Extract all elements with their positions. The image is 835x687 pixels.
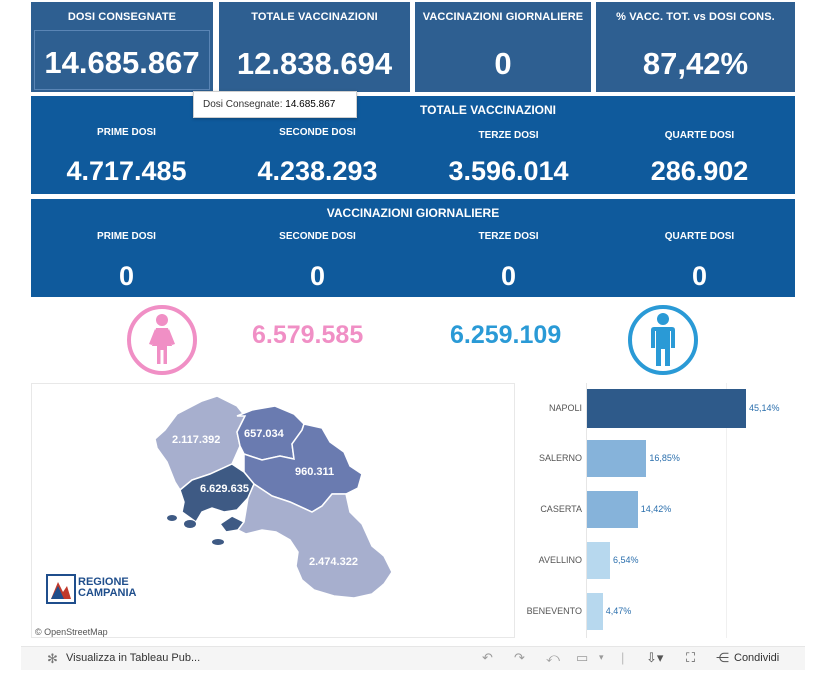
map-value-caserta: 2.117.392 [172, 434, 221, 446]
download-icon[interactable]: ⇩▾ [646, 650, 664, 665]
bar-category-label: AVELLINO [538, 554, 582, 565]
col-value: 0 [118, 261, 135, 291]
map-attribution[interactable]: © OpenStreetMap [35, 627, 108, 637]
col-prime-dosi-value: 0 [31, 261, 222, 292]
chevron-down-icon[interactable]: ▾ [599, 652, 604, 662]
bar-napoli[interactable] [587, 389, 746, 428]
kpi-vaccinazioni-giornaliere[interactable]: VACCINAZIONI GIORNALIERE 0 [415, 2, 591, 92]
bar-category-label: BENEVENTO [526, 605, 582, 616]
province-salerno[interactable] [236, 482, 393, 599]
tooltip-value: 14.685.867 [285, 99, 336, 110]
tooltip-label: Dosi Consegnate: [203, 99, 283, 110]
col-label: QUARTE DOSI [664, 130, 735, 141]
bar-value-label: 14,42% [640, 503, 672, 514]
bar-category-label: SALERNO [538, 452, 582, 463]
kpi-label: % VACC. TOT. vs DOSI CONS. [616, 11, 775, 23]
col-label: QUARTE DOSI [664, 231, 735, 242]
col-quarte-dosi: QUARTE DOSI [604, 130, 795, 141]
kpi-value: 14.685.867 [44, 45, 200, 80]
col-label: PRIME DOSI [97, 127, 156, 138]
col-label: TERZE DOSI [478, 130, 539, 141]
bar-benevento[interactable] [587, 593, 603, 630]
share-button[interactable]: Condividi [734, 652, 780, 664]
female-icon [127, 305, 197, 375]
kpi-value: 12.838.694 [236, 46, 393, 81]
redo-icon[interactable]: ↷ [514, 650, 525, 665]
bar-value-label: 16,85% [649, 452, 680, 463]
bar-category-label: NAPOLI [548, 402, 582, 413]
col-label: TERZE DOSI [478, 231, 539, 242]
male-count: 6.259.109 [450, 321, 562, 349]
bar-value-label: 45,14% [749, 402, 780, 413]
female-count: 6.579.585 [252, 321, 364, 349]
view-in-tableau-link[interactable]: Visualizza in Tableau Pub... [66, 652, 201, 664]
kpi-totale-vaccinazioni[interactable]: TOTALE VACCINAZIONI 12.838.694 [219, 2, 410, 92]
totale-vaccinazioni-panel: TOTALE VACCINAZIONI PRIME DOSI 4.717.485… [31, 96, 795, 194]
kpi-label: VACCINAZIONI GIORNALIERE [422, 11, 584, 23]
bar-caserta[interactable] [587, 491, 638, 528]
logo-line1: REGIONE [78, 576, 129, 588]
male-icon [628, 305, 698, 375]
logo-line2: CAMPANIA [78, 587, 137, 599]
revert-icon[interactable]: ⤺ [546, 650, 560, 665]
gridline [726, 383, 727, 638]
axis-line [586, 383, 587, 638]
col-prime-dosi: PRIME DOSI [31, 127, 222, 138]
col-terze-dosi-value: 3.596.014 [413, 156, 604, 187]
map-value-avellino: 960.311 [295, 466, 335, 478]
map-value-napoli: 6.629.635 [200, 483, 249, 495]
panel-title: VACCINAZIONI GIORNALIERE [326, 206, 500, 220]
tableau-toolbar: ✻ Visualizza in Tableau Pub... ↶ ↷ ⤺ ▭ ▾… [21, 646, 805, 670]
province-map[interactable]: 2.117.392 657.034 960.311 6.629.635 2.47… [31, 383, 515, 638]
kpi-dosi-consegnate[interactable]: DOSI CONSEGNATE 14.685.867 [31, 2, 213, 92]
share-icon[interactable]: ⋲ [716, 650, 729, 665]
kpi-value: 87,42% [642, 46, 749, 81]
bar-avellino[interactable] [587, 542, 611, 579]
bar-value-label: 6,54% [613, 554, 639, 565]
col-value: 286.902 [650, 156, 749, 186]
fullscreen-icon[interactable]: ⛶ [686, 650, 696, 665]
col-value: 0 [309, 261, 326, 291]
bar-value-label: 4,47% [605, 605, 632, 616]
col-value: 0 [691, 261, 708, 291]
kpi-percentuale[interactable]: % VACC. TOT. vs DOSI CONS. 87,42% [596, 2, 795, 92]
col-terze-dosi: TERZE DOSI [413, 130, 604, 141]
col-value: 3.596.014 [448, 156, 569, 186]
col-label: SECONDE DOSI [279, 127, 356, 138]
map-value-benevento: 657.034 [244, 428, 284, 440]
map-svg [154, 395, 393, 599]
col-seconde-dosi: SECONDE DOSI [222, 231, 413, 242]
col-value: 4.238.293 [257, 156, 378, 186]
bar-salerno[interactable] [587, 440, 647, 477]
col-label: PRIME DOSI [97, 231, 156, 242]
regione-campania-logo-icon [46, 574, 76, 604]
col-seconde-dosi-value: 0 [222, 261, 413, 292]
province-bar-chart [515, 383, 805, 638]
pause-icon[interactable]: ▭ [576, 650, 589, 665]
panel-title: TOTALE VACCINAZIONI [420, 103, 556, 117]
col-seconde-dosi: SECONDE DOSI [222, 127, 413, 138]
col-value: 0 [500, 261, 517, 291]
kpi-value: 0 [494, 46, 512, 81]
col-quarte-dosi-value: 286.902 [604, 156, 795, 187]
bar-category-label: CASERTA [540, 503, 582, 514]
kpi-highlight-box [34, 30, 210, 90]
col-label: SECONDE DOSI [279, 231, 356, 242]
col-value: 4.717.485 [66, 156, 187, 186]
col-quarte-dosi-value: 0 [604, 261, 795, 292]
tooltip: Dosi Consegnate: 14.685.867 [193, 91, 357, 118]
col-prime-dosi-value: 4.717.485 [31, 156, 222, 187]
col-terze-dosi: TERZE DOSI [413, 231, 604, 242]
col-quarte-dosi: QUARTE DOSI [604, 231, 795, 242]
tableau-logo-icon: ✻ [47, 651, 58, 666]
vaccinazioni-giornaliere-panel: VACCINAZIONI GIORNALIERE PRIME DOSI 0 SE… [31, 199, 795, 297]
col-terze-dosi-value: 0 [413, 261, 604, 292]
col-prime-dosi: PRIME DOSI [31, 231, 222, 242]
divider: | [621, 650, 625, 665]
col-seconde-dosi-value: 4.238.293 [222, 156, 413, 187]
kpi-label: DOSI CONSEGNATE [67, 11, 177, 23]
kpi-label: TOTALE VACCINAZIONI [251, 11, 378, 23]
undo-icon[interactable]: ↶ [482, 650, 493, 665]
map-value-salerno: 2.474.322 [309, 556, 358, 568]
